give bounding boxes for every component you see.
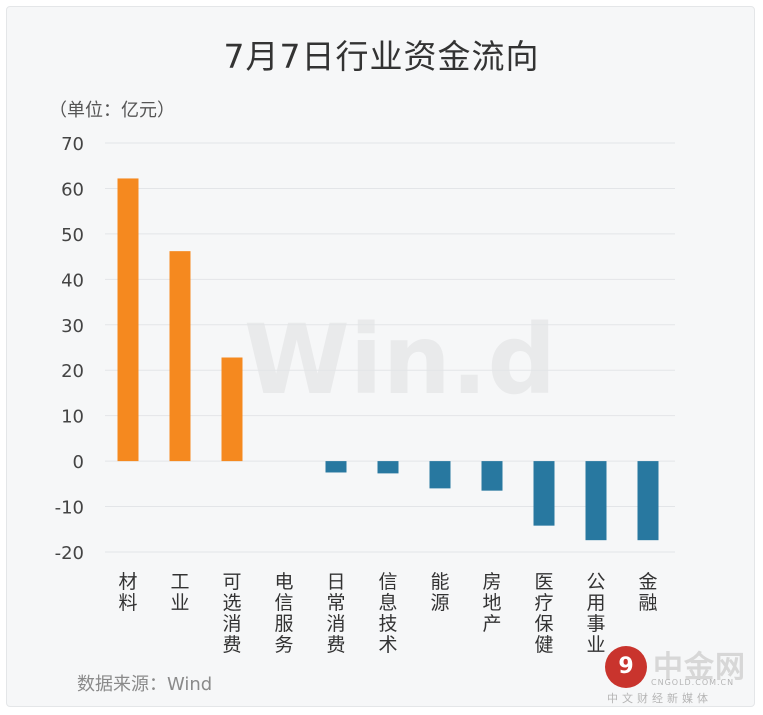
y-tick-label: 50 bbox=[61, 225, 84, 246]
y-tick-label: 20 bbox=[61, 361, 84, 382]
bar bbox=[481, 461, 503, 491]
unit-label: （单位：亿元） bbox=[49, 100, 175, 121]
y-tick-label: 10 bbox=[61, 407, 84, 428]
x-tick-label: 日常消费 bbox=[326, 571, 345, 656]
logo-url: CNGOLD.COM.CN bbox=[651, 678, 735, 687]
logo-name: 中金网 bbox=[653, 650, 746, 685]
y-tick-label: 60 bbox=[61, 179, 84, 200]
bar bbox=[429, 461, 451, 489]
bar bbox=[117, 178, 139, 462]
bar bbox=[325, 461, 347, 473]
x-tick-label: 材料 bbox=[118, 571, 137, 614]
y-tick-label: 70 bbox=[61, 134, 84, 155]
bar bbox=[169, 251, 191, 462]
bar bbox=[637, 461, 659, 541]
y-tick-label: 30 bbox=[61, 316, 84, 337]
x-tick-label: 电信服务 bbox=[274, 571, 293, 656]
x-tick-label: 工业 bbox=[170, 571, 189, 614]
x-tick-label: 可选消费 bbox=[222, 571, 241, 656]
logo-tagline: 中文财经新媒体 bbox=[607, 692, 712, 705]
x-tick-label: 医疗保健 bbox=[534, 571, 553, 656]
bar bbox=[533, 461, 555, 526]
brand-logo: 9 中金网 CNGOLD.COM.CN 中文财经新媒体 bbox=[605, 638, 755, 708]
bar bbox=[377, 461, 399, 474]
cngold-logo-icon: 9 bbox=[605, 646, 647, 688]
y-tick-label: 0 bbox=[73, 452, 84, 473]
bar bbox=[221, 357, 243, 462]
chart-title: 7月7日行业资金流向 bbox=[223, 37, 540, 76]
bar bbox=[585, 461, 607, 541]
source-note: 数据来源：Wind bbox=[77, 674, 213, 695]
y-tick-label: -10 bbox=[55, 498, 84, 519]
x-tick-label: 能源 bbox=[430, 571, 449, 614]
wind-watermark: Win.d bbox=[244, 304, 556, 416]
y-tick-label: -20 bbox=[55, 543, 84, 564]
x-tick-label: 金融 bbox=[638, 571, 657, 614]
x-tick-label: 房地产 bbox=[482, 571, 501, 635]
x-tick-label: 公用事业 bbox=[586, 571, 605, 656]
y-tick-label: 40 bbox=[61, 270, 84, 291]
x-tick-label: 信息技术 bbox=[378, 571, 397, 656]
